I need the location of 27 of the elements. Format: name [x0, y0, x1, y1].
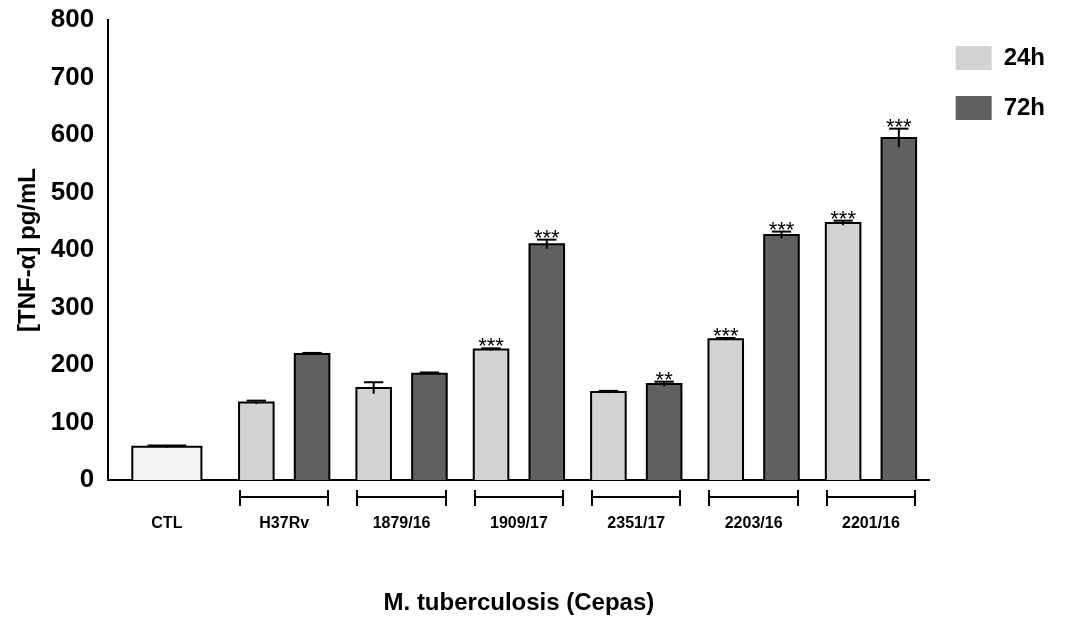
y-tick-label: 700: [50, 60, 95, 91]
x-tick-label: 2201/16: [842, 514, 900, 532]
data-label: ***: [830, 205, 857, 231]
y-tick-label: 500: [50, 175, 95, 206]
data-label: **: [655, 366, 674, 392]
data-label: ***: [886, 113, 913, 139]
y-axis-title: [TNF-α] pg/mL: [13, 167, 41, 333]
legend-label: 72h: [1003, 92, 1045, 120]
legend-label: 24h: [1003, 42, 1045, 70]
x-axis-title: M. tuberculosis (Cepas): [383, 588, 655, 616]
data-label: ***: [712, 322, 740, 348]
data-label: ***: [478, 333, 505, 359]
y-tick-label: 800: [50, 3, 95, 34]
data-label: ***: [768, 216, 795, 242]
x-tick-label: 1879/16: [372, 514, 431, 532]
x-tick-label: CTL: [151, 514, 183, 532]
x-tick-label: 2351/17: [607, 514, 666, 532]
y-tick-label: 400: [50, 233, 95, 264]
data-label: ***: [533, 224, 561, 250]
y-tick-label: 0: [79, 463, 95, 494]
y-tick-label: 600: [50, 118, 95, 149]
y-tick-label: 100: [50, 405, 95, 436]
x-tick-label: 1909/17: [489, 514, 548, 532]
y-tick-label: 300: [50, 290, 95, 321]
y-tick-label: 200: [50, 348, 95, 379]
x-tick-label: H37Rv: [259, 514, 310, 532]
x-tick-label: 2203/16: [724, 514, 783, 532]
